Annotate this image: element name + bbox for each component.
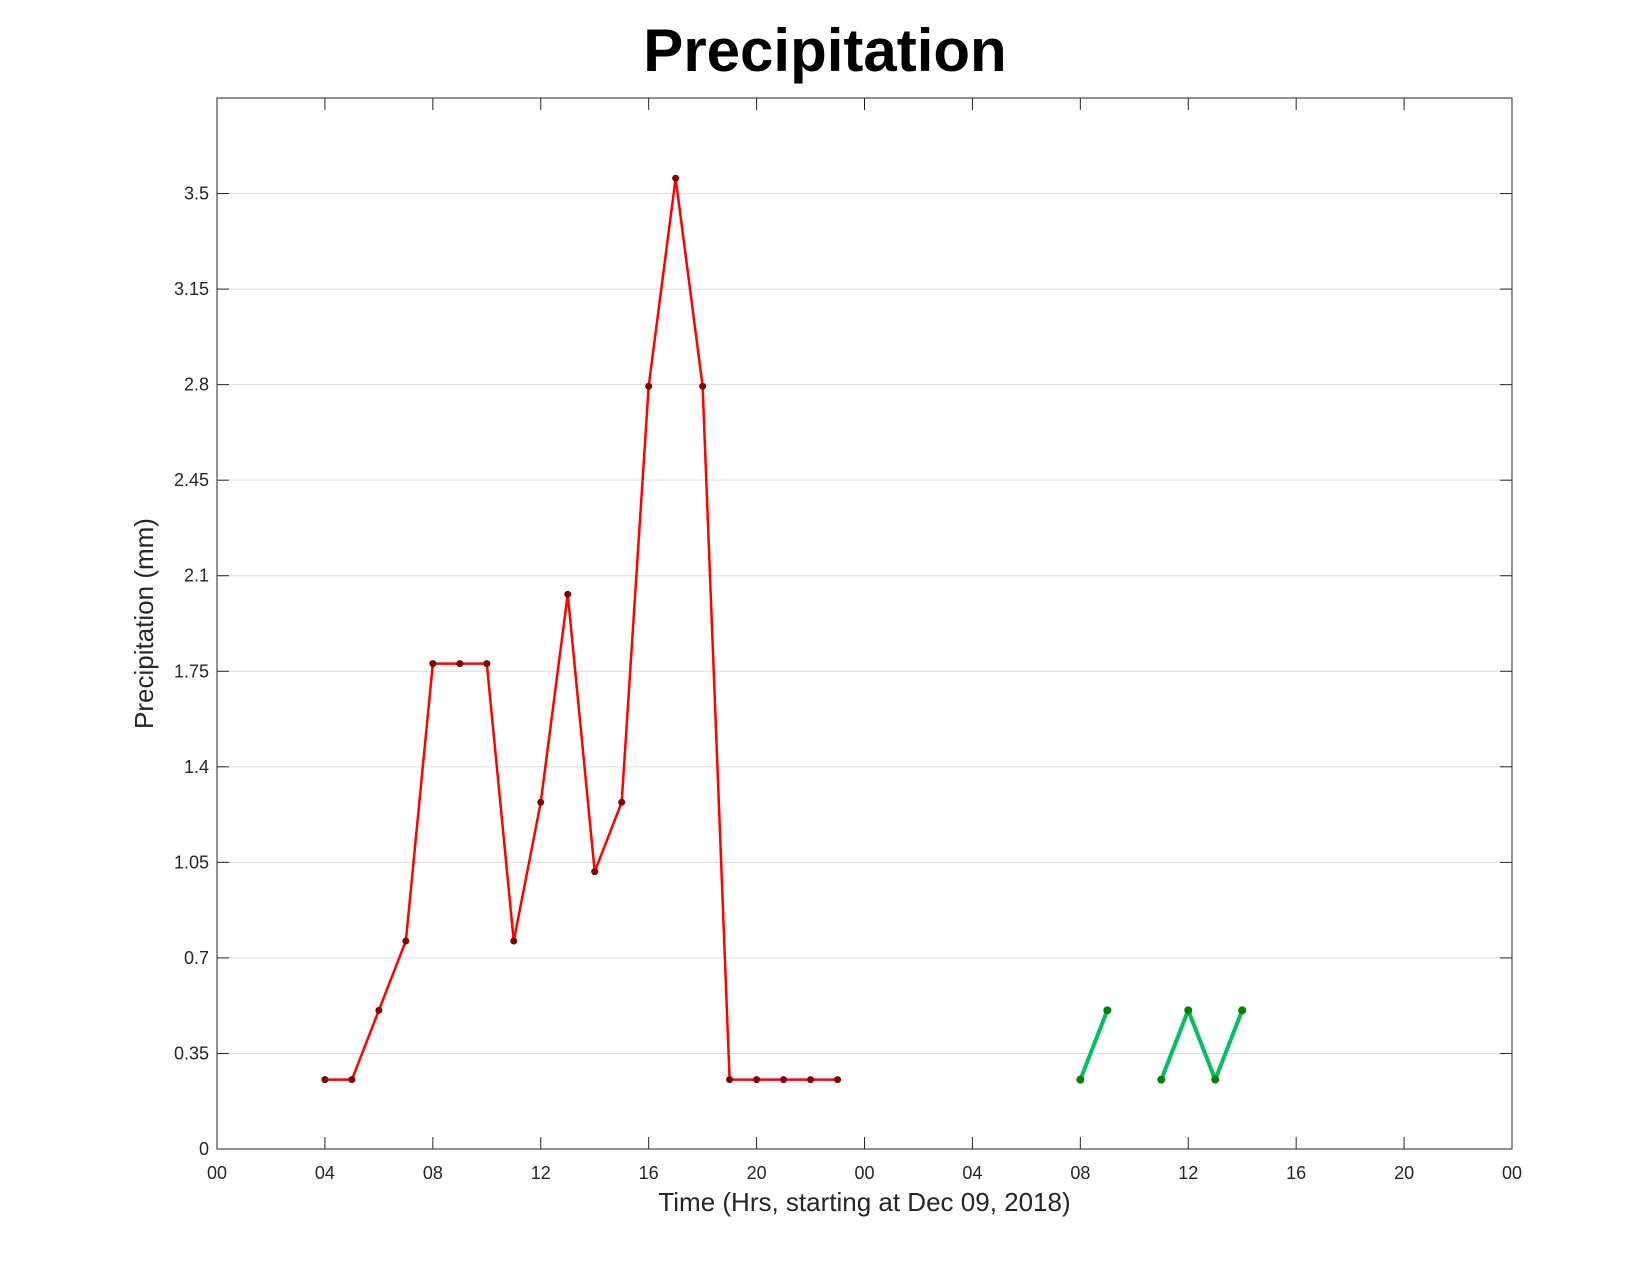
x-tick-label: 16 xyxy=(639,1163,659,1183)
series-2-line xyxy=(1159,1008,1245,1082)
x-tick-label: 00 xyxy=(1502,1163,1522,1183)
series-1-point xyxy=(321,1076,329,1084)
series-1-point xyxy=(780,1076,788,1084)
series-1-point xyxy=(375,1006,383,1014)
y-tick-label: 3.15 xyxy=(174,279,209,299)
x-tick-label: 08 xyxy=(1070,1163,1090,1183)
series-1-point xyxy=(510,937,518,945)
x-tick-label: 16 xyxy=(1286,1163,1306,1183)
y-tick-label: 0 xyxy=(199,1139,209,1159)
axis-ticks: 0 0.35 0.7 1.05 1.4 1.75 2.1 2.45 2.8 3.15 3.5 00 04… xyxy=(174,98,1522,1183)
x-tick-label: 04 xyxy=(962,1163,982,1183)
x-tick-label: 00 xyxy=(207,1163,227,1183)
series-1-point xyxy=(483,660,491,668)
y-tick-label: 2.45 xyxy=(174,470,209,490)
y-tick-label: 0.7 xyxy=(184,948,209,968)
series-2-point xyxy=(1184,1006,1193,1015)
y-tick-label: 3.5 xyxy=(184,184,209,204)
x-tick-label: 20 xyxy=(1394,1163,1414,1183)
y-tick-label: 2.1 xyxy=(184,566,209,586)
series-1-point xyxy=(807,1076,815,1084)
chart-title: Precipitation xyxy=(643,17,1007,84)
series-1-point xyxy=(726,1076,734,1084)
series-1-point xyxy=(618,798,626,806)
series-2-point xyxy=(1076,1075,1085,1084)
series-1-point xyxy=(456,660,464,668)
x-tick-label: 04 xyxy=(315,1163,335,1183)
series-2-point xyxy=(1157,1075,1166,1084)
series-1-point xyxy=(429,660,437,668)
x-tick-label: 12 xyxy=(1178,1163,1198,1183)
y-tick-label: 0.35 xyxy=(174,1043,209,1063)
y-axis-label: Precipitation (mm) xyxy=(129,518,159,729)
series-layer xyxy=(321,174,1247,1084)
series-1-point xyxy=(753,1076,761,1084)
y-tick-label: 1.75 xyxy=(174,661,209,681)
series-1-point xyxy=(672,174,680,182)
plot-frame xyxy=(216,97,1513,1150)
series-1-point xyxy=(402,937,410,945)
series-1-point xyxy=(564,590,572,598)
series-1-point xyxy=(537,798,545,806)
series-1-point xyxy=(834,1076,842,1084)
x-axis-label: Time (Hrs, starting at Dec 09, 2018) xyxy=(658,1187,1070,1217)
x-tick-label: 00 xyxy=(854,1163,874,1183)
y-tick-label: 2.8 xyxy=(184,375,209,395)
series-1-point xyxy=(699,382,707,390)
grid-lines xyxy=(217,193,1512,1054)
y-tick-label: 1.05 xyxy=(174,852,209,872)
series-2-point xyxy=(1211,1075,1220,1084)
series-2-point xyxy=(1103,1006,1112,1015)
series-1-point xyxy=(591,868,599,876)
x-tick-label: 08 xyxy=(423,1163,443,1183)
series-1-line xyxy=(324,177,838,1081)
series-1-point xyxy=(645,382,653,390)
y-tick-label: 1.4 xyxy=(184,757,209,777)
series-2-line xyxy=(1078,1009,1110,1081)
series-1-point xyxy=(348,1076,356,1084)
series-2-point xyxy=(1238,1006,1247,1015)
x-tick-label: 20 xyxy=(747,1163,767,1183)
x-tick-label: 12 xyxy=(531,1163,551,1183)
